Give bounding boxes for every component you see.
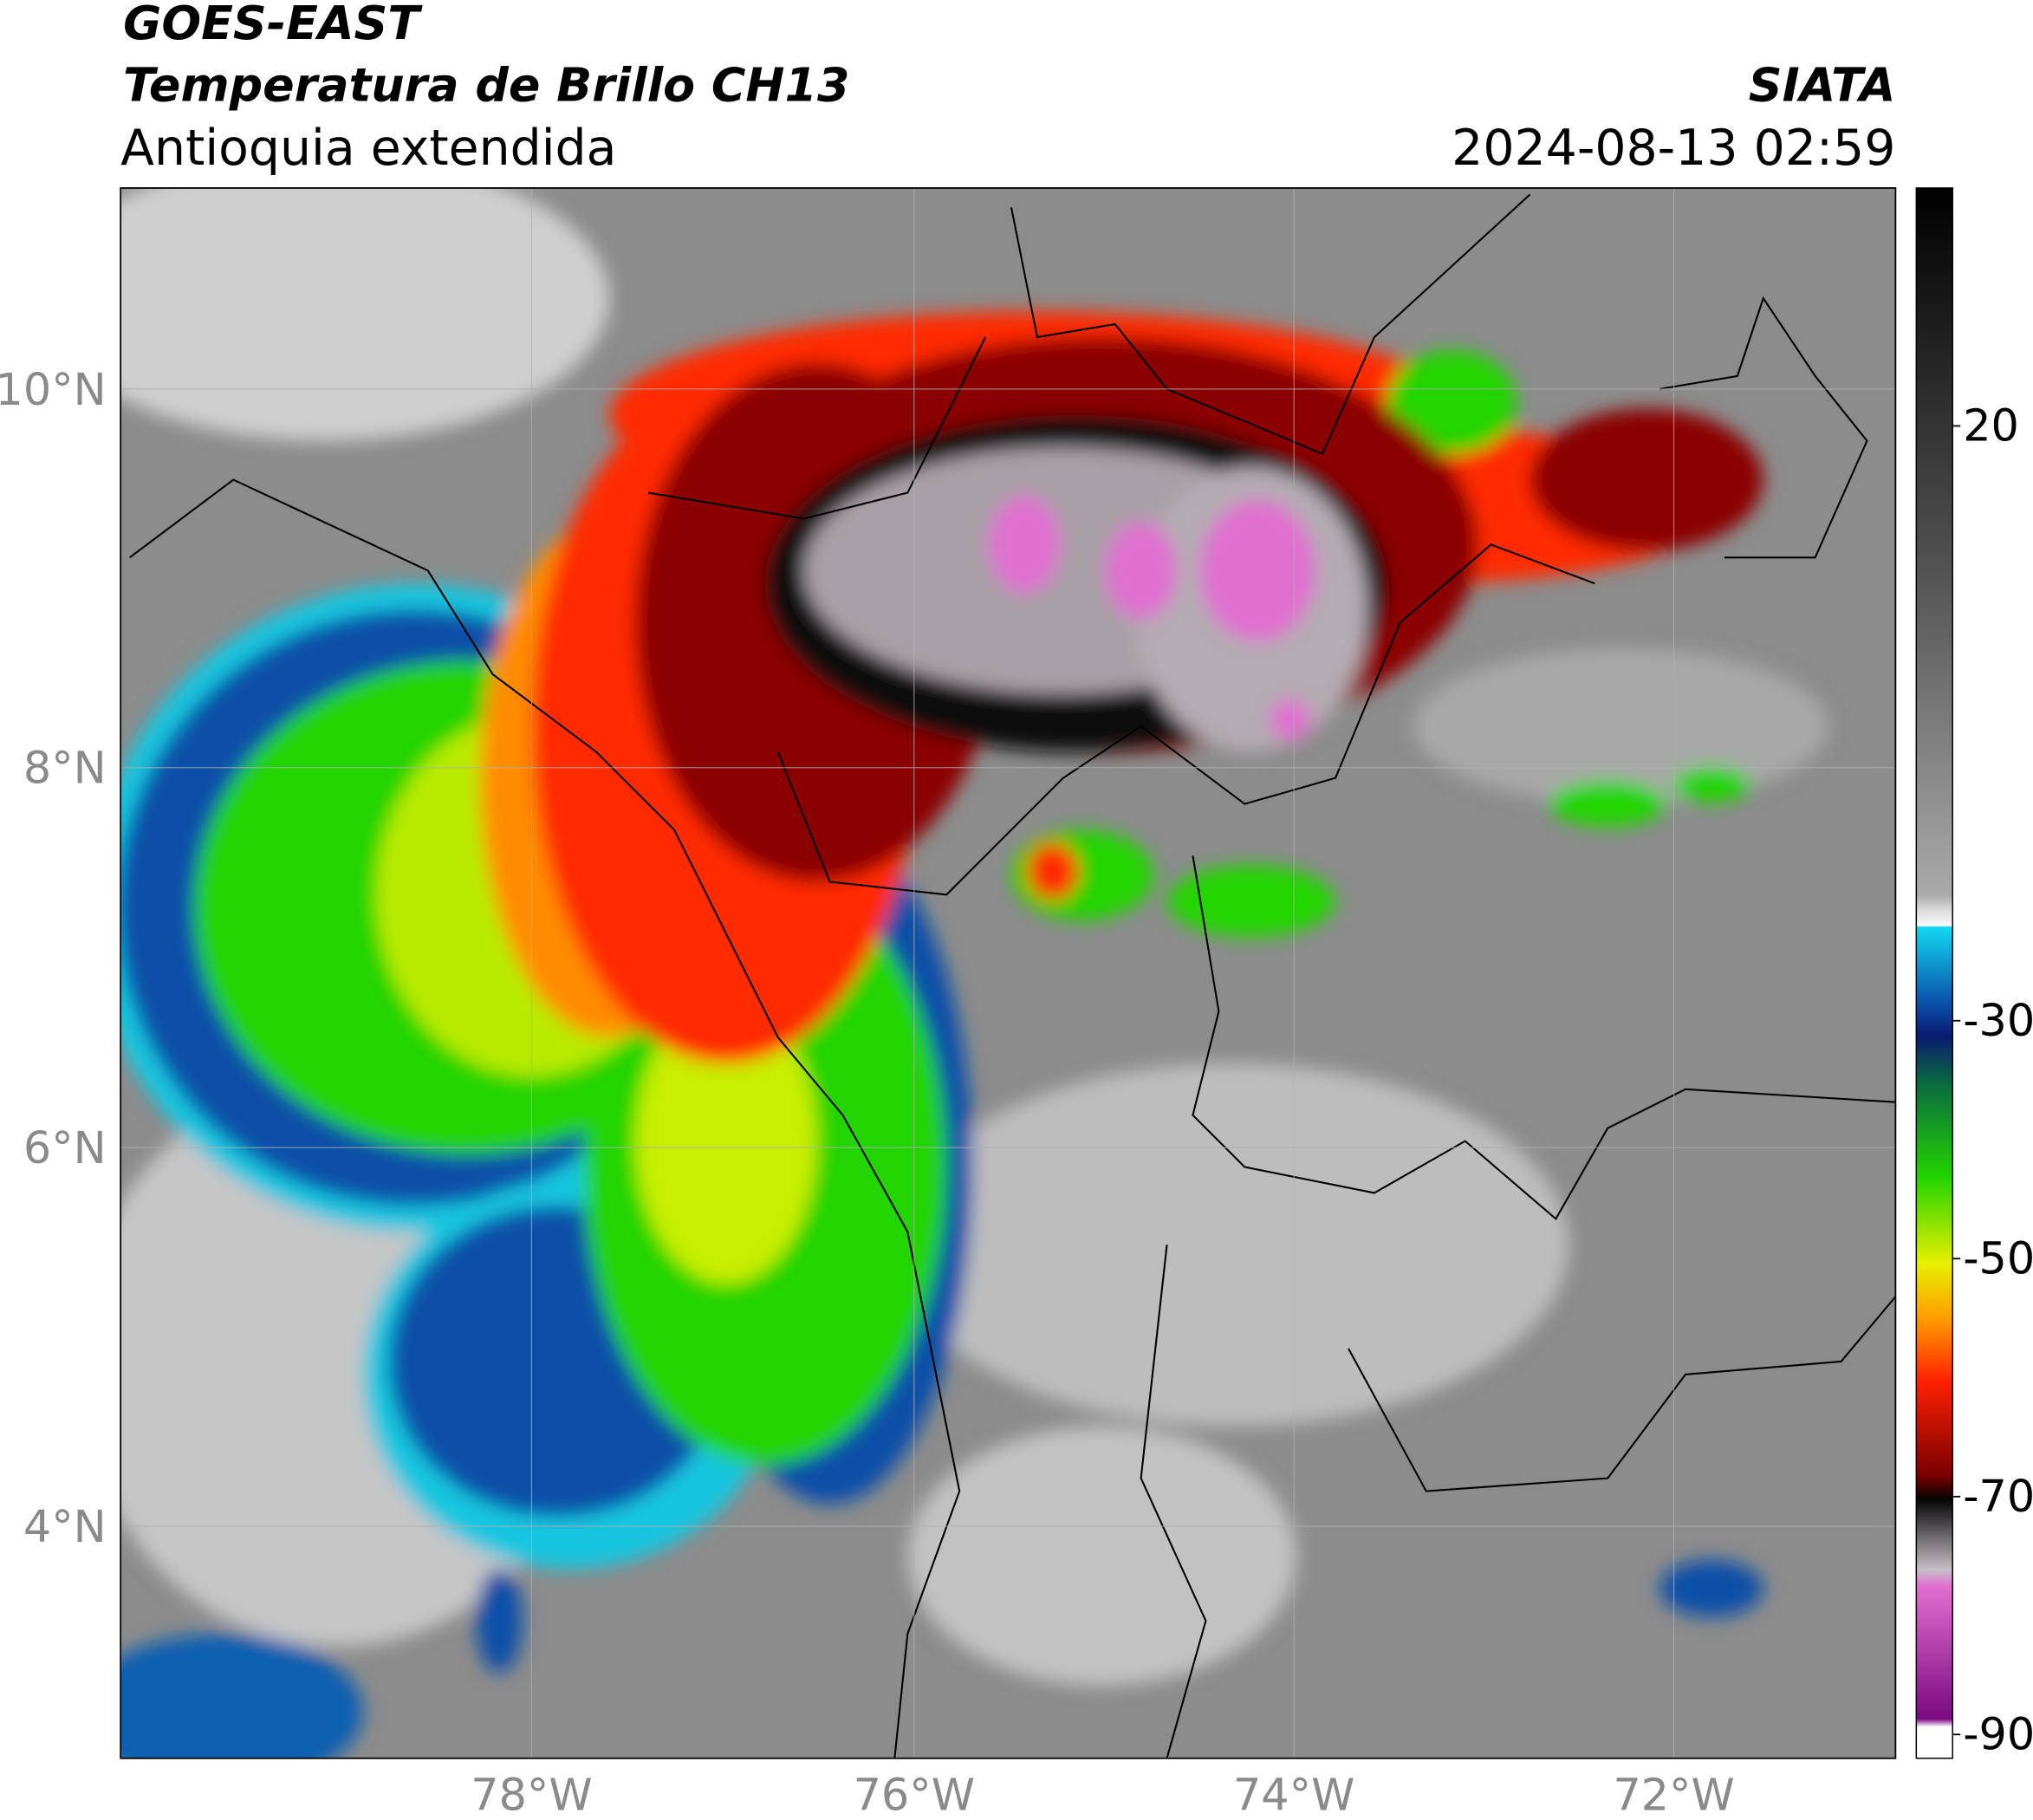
title: GOES-EAST xyxy=(123,0,423,50)
colorbar-tick-label: -50 xyxy=(1963,1232,2033,1284)
coastline xyxy=(129,478,961,1758)
lat-label: 8°N xyxy=(23,743,107,794)
subtitle: Temperatura de Brillo CH13 xyxy=(123,58,849,113)
graticule xyxy=(120,187,1896,1758)
datetime: 2024-08-13 02:59 xyxy=(1452,120,1895,177)
satellite-image xyxy=(120,187,1896,1758)
lat-label: 4°N xyxy=(23,1501,107,1552)
lat-label: 6°N xyxy=(23,1122,107,1173)
border xyxy=(1659,296,1868,559)
map-frame xyxy=(120,187,1897,1759)
colorbar-tick-label: -90 xyxy=(1963,1708,2033,1759)
border xyxy=(647,336,987,520)
colorbar-tick-label: 20 xyxy=(1963,400,2019,451)
colorbar-tick-label: -70 xyxy=(1963,1471,2033,1522)
colorbar-tick-label: -30 xyxy=(1963,995,2033,1046)
region: Antioquia extendida xyxy=(120,120,616,177)
border xyxy=(1192,855,1896,1221)
colorbar xyxy=(1915,187,1953,1759)
lon-label: 72°W xyxy=(1613,1770,1734,1820)
tick-labels: 10°N 8°N 6°N 4°N 78°W 76°W 74°W 72°W 20 -30 -50 -70… xyxy=(0,364,2033,1820)
lon-label: 78°W xyxy=(471,1770,592,1820)
border xyxy=(776,543,1595,896)
source: SIATA xyxy=(1749,58,1896,113)
lon-label: 74°W xyxy=(1233,1770,1354,1820)
lon-label: 76°W xyxy=(854,1770,975,1820)
lat-label: 10°N xyxy=(0,364,107,415)
border xyxy=(1140,1245,1896,1758)
